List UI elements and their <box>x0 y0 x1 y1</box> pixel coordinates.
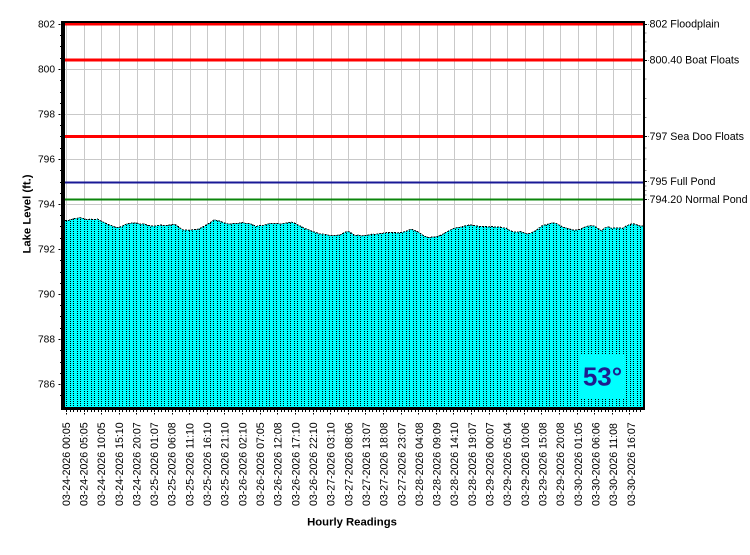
svg-text:03-25-2026 16:10: 03-25-2026 16:10 <box>202 422 214 506</box>
svg-text:03-25-2026 01:07: 03-25-2026 01:07 <box>149 422 161 506</box>
svg-text:800.40 Boat Floats: 800.40 Boat Floats <box>650 55 740 67</box>
svg-text:03-29-2026 20:08: 03-29-2026 20:08 <box>555 422 567 506</box>
svg-text:03-25-2026 06:08: 03-25-2026 06:08 <box>167 422 179 506</box>
svg-text:03-28-2026 19:07: 03-28-2026 19:07 <box>467 422 479 506</box>
svg-text:53°: 53° <box>583 362 622 392</box>
svg-text:798: 798 <box>38 110 55 121</box>
svg-text:03-27-2026 13:07: 03-27-2026 13:07 <box>361 422 373 506</box>
svg-text:792: 792 <box>38 245 55 256</box>
svg-text:03-26-2026 12:08: 03-26-2026 12:08 <box>273 422 285 506</box>
svg-text:03-30-2026 16:07: 03-30-2026 16:07 <box>626 422 638 506</box>
svg-text:03-25-2026 21:10: 03-25-2026 21:10 <box>220 422 232 506</box>
svg-text:03-26-2026 07:05: 03-26-2026 07:05 <box>255 422 267 506</box>
svg-text:03-30-2026 11:08: 03-30-2026 11:08 <box>608 423 620 506</box>
svg-text:790: 790 <box>38 290 55 301</box>
svg-text:03-26-2026 02:10: 03-26-2026 02:10 <box>237 422 249 506</box>
svg-text:03-25-2026 11:10: 03-25-2026 11:10 <box>184 423 196 506</box>
svg-text:03-27-2026 08:06: 03-27-2026 08:06 <box>343 422 355 506</box>
svg-text:802 Floodplain: 802 Floodplain <box>650 19 720 31</box>
svg-text:03-24-2026 10:05: 03-24-2026 10:05 <box>96 422 108 506</box>
svg-text:03-24-2026 05:05: 03-24-2026 05:05 <box>79 422 91 506</box>
svg-text:796: 796 <box>38 155 55 166</box>
svg-text:800: 800 <box>38 65 55 76</box>
svg-text:03-29-2026 10:06: 03-29-2026 10:06 <box>520 422 532 506</box>
svg-text:03-24-2026 15:10: 03-24-2026 15:10 <box>114 422 126 506</box>
svg-text:03-30-2026 01:05: 03-30-2026 01:05 <box>573 422 585 506</box>
svg-text:03-26-2026 17:10: 03-26-2026 17:10 <box>290 422 302 506</box>
svg-text:786: 786 <box>38 380 55 391</box>
svg-text:794.20 Normal Pond: 794.20 Normal Pond <box>650 194 748 206</box>
svg-text:797 Sea Doo Floats: 797 Sea Doo Floats <box>650 131 744 143</box>
svg-text:794: 794 <box>38 200 55 211</box>
svg-text:03-29-2026 15:08: 03-29-2026 15:08 <box>538 422 550 506</box>
svg-text:Hourly Readings: Hourly Readings <box>307 517 397 529</box>
svg-text:788: 788 <box>38 335 55 346</box>
svg-text:03-24-2026 00:05: 03-24-2026 00:05 <box>61 422 73 506</box>
svg-text:802: 802 <box>38 20 55 31</box>
svg-text:03-26-2026 22:10: 03-26-2026 22:10 <box>308 422 320 506</box>
svg-text:03-28-2026 04:08: 03-28-2026 04:08 <box>414 422 426 506</box>
svg-text:03-30-2026 06:06: 03-30-2026 06:06 <box>591 422 603 506</box>
svg-text:03-27-2026 03:10: 03-27-2026 03:10 <box>326 422 338 506</box>
svg-text:03-28-2026 09:09: 03-28-2026 09:09 <box>432 422 444 506</box>
svg-text:Lake Level (ft.): Lake Level (ft.) <box>22 174 34 253</box>
svg-text:03-29-2026 00:07: 03-29-2026 00:07 <box>485 422 497 506</box>
svg-text:03-28-2026 14:10: 03-28-2026 14:10 <box>449 422 461 506</box>
svg-text:03-27-2026 18:08: 03-27-2026 18:08 <box>379 422 391 506</box>
svg-text:03-29-2026 05:04: 03-29-2026 05:04 <box>502 422 514 506</box>
svg-text:03-24-2026 20:07: 03-24-2026 20:07 <box>131 422 143 506</box>
svg-text:795 Full Pond: 795 Full Pond <box>650 176 716 188</box>
svg-text:03-27-2026 23:07: 03-27-2026 23:07 <box>396 422 408 506</box>
